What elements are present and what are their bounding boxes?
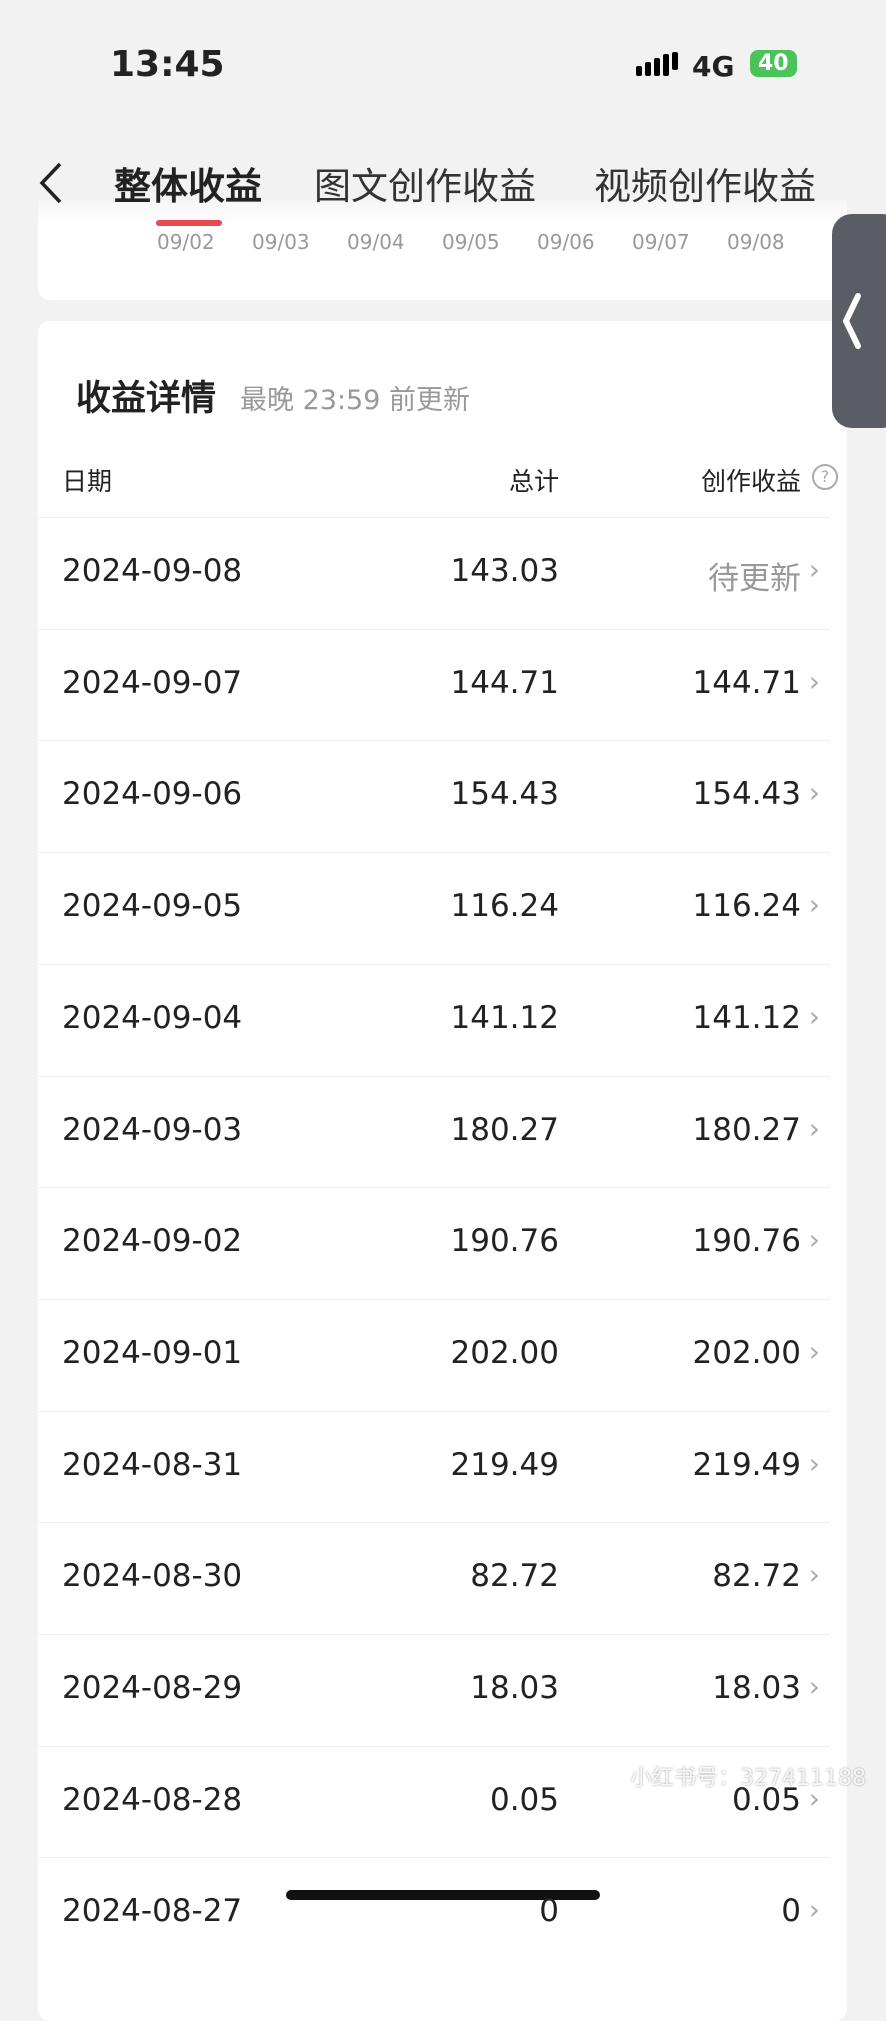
axis-date: 09/05 xyxy=(442,230,500,254)
date-cell: 2024-08-28 xyxy=(62,1781,243,1818)
earning-cell[interactable]: 190.76 xyxy=(692,1223,801,1260)
detail-subtitle: 最晚 23:59 前更新 xyxy=(240,385,470,416)
axis-date: 09/07 xyxy=(632,230,690,254)
chevron: › xyxy=(808,664,820,698)
chevron: › xyxy=(808,776,820,810)
date-cell: 2024-09-05 xyxy=(62,888,243,925)
row-divider xyxy=(38,628,830,630)
axis-date: 09/06 xyxy=(537,230,595,254)
tab[interactable]: 整体收益 xyxy=(114,165,262,208)
chevron: › xyxy=(808,1334,820,1368)
earning-cell[interactable]: 180.27 xyxy=(692,1111,801,1148)
date-cell: 2024-08-27 xyxy=(62,1893,243,1930)
row-divider xyxy=(38,1187,830,1189)
earning-cell[interactable]: 18.03 xyxy=(712,1670,801,1706)
earning-cell[interactable]: 0 xyxy=(781,1893,801,1930)
chevron: › xyxy=(808,1893,820,1927)
earning-cell[interactable]: 0.05 xyxy=(731,1781,801,1818)
axis-date: 09/02 xyxy=(157,230,215,254)
chevron: › xyxy=(808,1223,820,1257)
battery: 40 xyxy=(750,50,797,77)
row-divider xyxy=(38,1857,830,1859)
total-cell: 141.12 xyxy=(450,999,559,1036)
axis-date: 09/03 xyxy=(252,230,310,254)
date-cell: 2024-09-01 xyxy=(62,1334,243,1371)
side-handle[interactable] xyxy=(832,214,886,428)
chevron: › xyxy=(808,553,820,586)
earning-cell[interactable]: 144.71 xyxy=(692,664,801,701)
total-cell: 144.71 xyxy=(450,664,559,701)
header-bg xyxy=(0,0,886,225)
total-cell: 0.05 xyxy=(489,1781,559,1818)
chevron: › xyxy=(808,888,820,922)
chevron: › xyxy=(808,1111,820,1145)
row-divider xyxy=(38,1522,830,1524)
header: 总计 xyxy=(508,467,559,496)
total-cell: 143.03 xyxy=(450,553,559,589)
total-cell: 219.49 xyxy=(450,1446,559,1483)
earning-cell[interactable]: 141.12 xyxy=(692,999,801,1036)
status-time: 13:45 xyxy=(110,44,225,85)
row-divider xyxy=(38,1410,830,1412)
axis-date: 09/08 xyxy=(727,230,785,254)
total-cell: 116.24 xyxy=(450,888,559,925)
date-cell: 2024-09-02 xyxy=(62,1223,243,1260)
date-cell: 2024-08-29 xyxy=(62,1670,243,1706)
tab[interactable]: 视频创作收益 xyxy=(594,165,816,208)
axis-date: 09/04 xyxy=(347,230,405,254)
chevron: › xyxy=(808,1670,820,1703)
chevron: › xyxy=(808,1558,820,1592)
earning-cell[interactable]: 116.24 xyxy=(692,888,801,925)
row-divider xyxy=(38,1634,830,1635)
back-button[interactable] xyxy=(36,160,66,206)
home-indicator xyxy=(286,1890,600,1900)
date-cell: 2024-09-07 xyxy=(62,664,243,701)
row-divider xyxy=(38,517,830,518)
row-divider xyxy=(38,852,830,854)
total-cell: 202.00 xyxy=(450,1334,559,1371)
total-cell: 18.03 xyxy=(470,1670,559,1706)
total-cell: 154.43 xyxy=(450,776,559,813)
chevron: › xyxy=(808,1446,820,1480)
earning-cell[interactable]: 219.49 xyxy=(692,1446,801,1483)
total-cell: 190.76 xyxy=(450,1223,559,1260)
row-divider xyxy=(38,963,830,965)
earning-cell[interactable]: 202.00 xyxy=(692,1334,801,1371)
tab[interactable]: 图文创作收益 xyxy=(314,165,536,208)
chevron: › xyxy=(808,999,820,1033)
header: 日期 xyxy=(62,467,113,496)
date-cell: 2024-09-04 xyxy=(62,999,243,1036)
detail-title: 收益详情 xyxy=(76,379,217,419)
watermark: 小红书号：327411188 xyxy=(630,1766,866,1791)
total-cell: 82.72 xyxy=(470,1558,559,1595)
row-divider xyxy=(38,740,830,742)
earning-cell[interactable]: 154.43 xyxy=(692,776,801,813)
signal-icon xyxy=(636,52,678,76)
tab-indicator xyxy=(156,220,222,226)
date-cell: 2024-09-03 xyxy=(62,1111,243,1148)
date-cell: 2024-08-30 xyxy=(62,1558,243,1595)
header: 创作收益 xyxy=(700,467,801,496)
total-cell: 180.27 xyxy=(450,1111,559,1148)
help-icon: ? xyxy=(812,464,838,490)
earning-cell[interactable]: 82.72 xyxy=(712,1558,801,1595)
date-cell: 2024-08-31 xyxy=(62,1446,243,1483)
total-cell: 0 xyxy=(539,1893,559,1930)
earning-cell[interactable]: 待更新 xyxy=(708,561,801,597)
row-divider xyxy=(38,1075,830,1077)
row-divider xyxy=(38,1298,830,1300)
row-divider xyxy=(38,1745,830,1747)
chevron: › xyxy=(808,1781,820,1815)
date-cell: 2024-09-08 xyxy=(62,553,243,589)
network: 4G xyxy=(692,50,735,83)
detail-card xyxy=(38,321,847,2021)
date-cell: 2024-09-06 xyxy=(62,776,243,813)
